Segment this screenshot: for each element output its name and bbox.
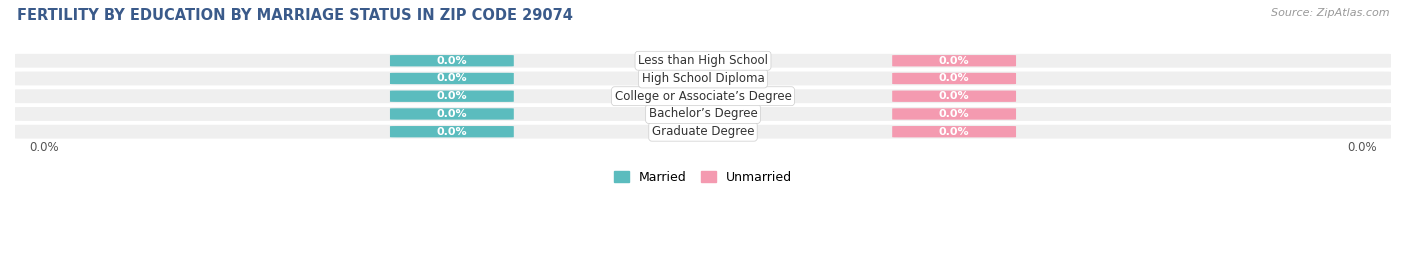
Text: 0.0%: 0.0% (939, 91, 969, 101)
FancyBboxPatch shape (389, 108, 513, 120)
Text: Bachelor’s Degree: Bachelor’s Degree (648, 107, 758, 120)
Legend: Married, Unmarried: Married, Unmarried (613, 171, 793, 184)
FancyBboxPatch shape (15, 89, 1391, 103)
Text: 0.0%: 0.0% (939, 73, 969, 83)
FancyBboxPatch shape (389, 73, 513, 84)
FancyBboxPatch shape (15, 107, 1391, 121)
Text: FERTILITY BY EDUCATION BY MARRIAGE STATUS IN ZIP CODE 29074: FERTILITY BY EDUCATION BY MARRIAGE STATU… (17, 8, 572, 23)
Text: 0.0%: 0.0% (437, 56, 467, 66)
Text: 0.0%: 0.0% (939, 109, 969, 119)
FancyBboxPatch shape (389, 90, 513, 102)
Text: 0.0%: 0.0% (1347, 141, 1378, 154)
FancyBboxPatch shape (15, 72, 1391, 85)
FancyBboxPatch shape (893, 90, 1017, 102)
FancyBboxPatch shape (893, 55, 1017, 66)
FancyBboxPatch shape (389, 55, 513, 66)
Text: 0.0%: 0.0% (437, 73, 467, 83)
Text: 0.0%: 0.0% (28, 141, 59, 154)
Text: High School Diploma: High School Diploma (641, 72, 765, 85)
Text: 0.0%: 0.0% (437, 91, 467, 101)
FancyBboxPatch shape (15, 125, 1391, 139)
Text: 0.0%: 0.0% (437, 109, 467, 119)
Text: 0.0%: 0.0% (939, 56, 969, 66)
FancyBboxPatch shape (893, 108, 1017, 120)
FancyBboxPatch shape (893, 73, 1017, 84)
Text: Less than High School: Less than High School (638, 54, 768, 67)
FancyBboxPatch shape (389, 126, 513, 137)
FancyBboxPatch shape (893, 126, 1017, 137)
Text: College or Associate’s Degree: College or Associate’s Degree (614, 90, 792, 103)
FancyBboxPatch shape (15, 54, 1391, 68)
Text: Source: ZipAtlas.com: Source: ZipAtlas.com (1271, 8, 1389, 18)
Text: Graduate Degree: Graduate Degree (652, 125, 754, 138)
Text: 0.0%: 0.0% (437, 127, 467, 137)
Text: 0.0%: 0.0% (939, 127, 969, 137)
